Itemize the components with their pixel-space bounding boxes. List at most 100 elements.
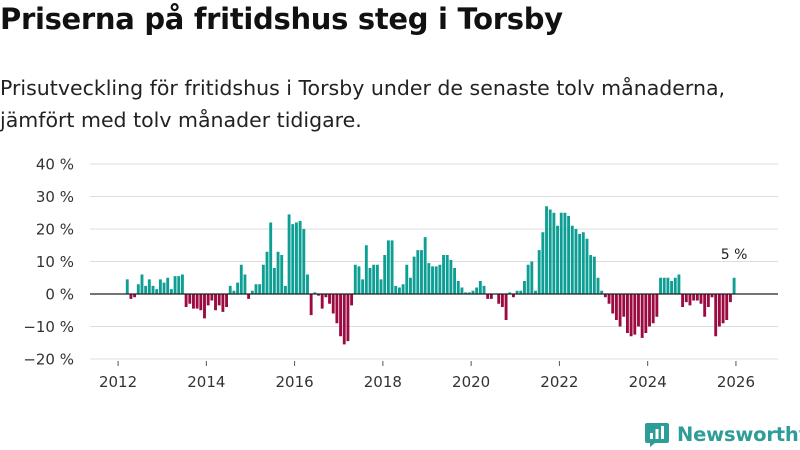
bar [662, 277, 666, 294]
bar [574, 229, 578, 294]
bar [626, 294, 629, 333]
bar [728, 294, 732, 303]
bar [600, 290, 604, 294]
bar [732, 277, 736, 294]
newsworthy-logo-icon [645, 423, 669, 447]
bar [346, 294, 350, 342]
bar [489, 294, 493, 299]
bar [622, 294, 626, 317]
bar [648, 294, 651, 327]
bar [633, 294, 637, 335]
bar [637, 294, 640, 327]
bar [180, 274, 184, 294]
bar [350, 294, 354, 306]
bar [482, 285, 486, 295]
y-tick-label: −10 % [23, 318, 74, 336]
bar [475, 287, 479, 294]
x-tick-label: 2024 [629, 373, 667, 391]
bar [144, 285, 148, 295]
y-tick-label: 40 % [36, 156, 74, 174]
bar [684, 294, 688, 303]
bar [276, 251, 280, 294]
bar [272, 268, 276, 294]
bar [651, 294, 655, 324]
bar [471, 290, 475, 294]
bar [500, 294, 504, 307]
bar [721, 294, 725, 324]
bar [177, 276, 181, 295]
bar [203, 294, 206, 319]
bar [383, 255, 387, 294]
bar [416, 250, 420, 295]
bar [265, 251, 269, 294]
bar [169, 289, 173, 295]
x-tick-label: 2014 [187, 373, 225, 391]
bar [295, 222, 298, 294]
bar [541, 232, 545, 294]
bar [603, 294, 607, 298]
bar [703, 294, 707, 317]
bar [306, 274, 309, 294]
bar [353, 264, 357, 294]
bar [666, 277, 670, 294]
bar [184, 294, 188, 307]
bar [677, 274, 681, 294]
bar [618, 294, 622, 327]
bar [699, 294, 703, 304]
bar [214, 294, 217, 311]
brand-logo: Newsworthy [644, 420, 800, 448]
bar [394, 285, 398, 295]
bar [298, 220, 302, 295]
bar [364, 245, 368, 294]
bar [225, 294, 228, 307]
bar [188, 294, 192, 304]
bar [534, 290, 537, 294]
bar [317, 294, 320, 296]
bar [710, 294, 714, 298]
bar [140, 274, 144, 294]
bar [445, 255, 449, 294]
bar [210, 294, 214, 301]
bar [640, 294, 644, 338]
bar [158, 279, 162, 295]
bar [386, 240, 390, 295]
bar [504, 294, 508, 320]
bar [438, 264, 442, 294]
bar [714, 294, 718, 337]
bar [563, 212, 567, 294]
x-tick-label: 2012 [99, 373, 137, 391]
bar [456, 281, 460, 294]
bar [673, 277, 677, 294]
bar [372, 264, 376, 294]
bar [313, 292, 317, 295]
bar [449, 259, 453, 295]
bar [261, 264, 265, 294]
bar [581, 232, 585, 294]
bar [644, 294, 648, 333]
bar [537, 250, 541, 295]
x-tick-label: 2026 [717, 373, 755, 391]
bar [607, 294, 611, 304]
bar [192, 294, 195, 309]
bar [361, 279, 365, 295]
bar [247, 294, 251, 299]
bar [236, 282, 240, 295]
y-tick-label: 0 % [45, 286, 74, 304]
bar [478, 281, 482, 294]
x-tick-label: 2022 [540, 373, 578, 391]
bar [401, 284, 405, 294]
bar [717, 294, 721, 327]
y-tick-label: 30 % [36, 188, 74, 206]
data-label: 5 % [721, 247, 748, 263]
bar [243, 274, 247, 294]
chart-title: Priserna på fritidshus steg i Torsby [0, 2, 563, 36]
bar [592, 256, 596, 295]
bar [427, 263, 431, 295]
bar [706, 294, 710, 307]
bar [614, 294, 618, 320]
bar [611, 294, 615, 314]
bar [397, 287, 401, 294]
bar [147, 279, 151, 295]
bar [125, 279, 129, 295]
bar [585, 238, 589, 294]
